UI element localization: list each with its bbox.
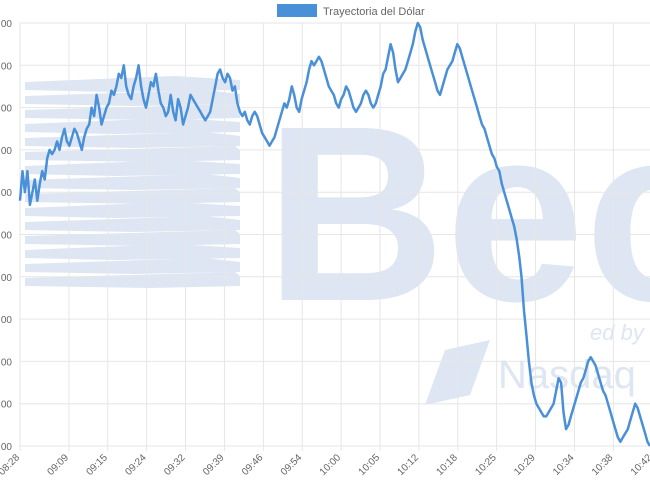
x-axis: 08:28 09:09 09:15 09:24 09:32 09:39 09:46 09:54…	[0, 452, 650, 478]
y-tick-label: ,00	[0, 104, 12, 115]
watermark-stripe	[25, 132, 240, 148]
x-tick-label: 10:38	[590, 452, 616, 478]
x-tick-label: 08:28	[0, 452, 22, 478]
x-tick-label: 09:24	[123, 452, 149, 478]
watermark-stripe	[25, 230, 240, 246]
watermark-stripe	[25, 174, 240, 190]
watermark-stripe	[25, 188, 240, 204]
x-tick-label: 10:05	[357, 452, 383, 478]
watermark-stripe	[25, 244, 240, 260]
watermark-stripe	[25, 76, 240, 92]
y-tick-label: ,00	[0, 315, 12, 326]
x-tick-label: 10:34	[551, 452, 577, 478]
watermark-stripe	[25, 146, 240, 162]
x-tick-label: 10:42	[629, 452, 650, 478]
y-tick-label: ,00	[0, 61, 12, 72]
y-tick-label: ,00	[0, 188, 12, 199]
watermark-partner-text: Nasdaq	[498, 353, 636, 397]
watermark-stripe	[25, 258, 240, 274]
y-tick-label: ,00	[0, 146, 12, 157]
series-line	[18, 21, 650, 447]
watermark-tagline: ed by	[590, 320, 646, 345]
x-tick-label: 09:15	[84, 452, 110, 478]
y-tick-label: ,00	[0, 400, 12, 411]
x-tick-label: 09:39	[201, 452, 227, 478]
x-tick-label: 10:25	[473, 452, 499, 478]
series-layer	[18, 21, 650, 447]
x-tick-label: 09:09	[46, 452, 72, 478]
watermark-stripe	[25, 202, 240, 218]
y-tick-label: ,00	[0, 19, 12, 30]
watermark-stripe	[25, 160, 240, 176]
legend-label[interactable]: Trayectoria del Dólar	[323, 6, 425, 18]
chart-grid	[19, 22, 650, 451]
x-tick-label: 10:29	[512, 452, 538, 478]
x-tick-label: 09:32	[162, 452, 188, 478]
legend[interactable]: Trayectoria del Dólar	[277, 4, 425, 18]
legend-swatch[interactable]	[277, 4, 317, 17]
x-tick-label: 10:12	[396, 452, 422, 478]
y-tick-label: ,00	[0, 231, 12, 242]
watermark-stripe	[25, 272, 240, 288]
x-tick-label: 10:00	[318, 452, 344, 478]
y-tick-label: ,00	[0, 442, 12, 453]
watermark-stripe	[25, 216, 240, 232]
watermark-stripe	[25, 118, 240, 134]
y-tick-label: ,00	[0, 273, 12, 284]
x-tick-label: 09:46	[240, 452, 266, 478]
y-tick-label: ,00	[0, 357, 12, 368]
x-tick-label: 09:54	[279, 452, 305, 478]
x-tick-label: 10:18	[434, 452, 460, 478]
y-axis: ,00 ,00 ,00 ,00 ,00 ,00 ,00 ,00 ,00 ,00 ,00	[0, 19, 12, 453]
